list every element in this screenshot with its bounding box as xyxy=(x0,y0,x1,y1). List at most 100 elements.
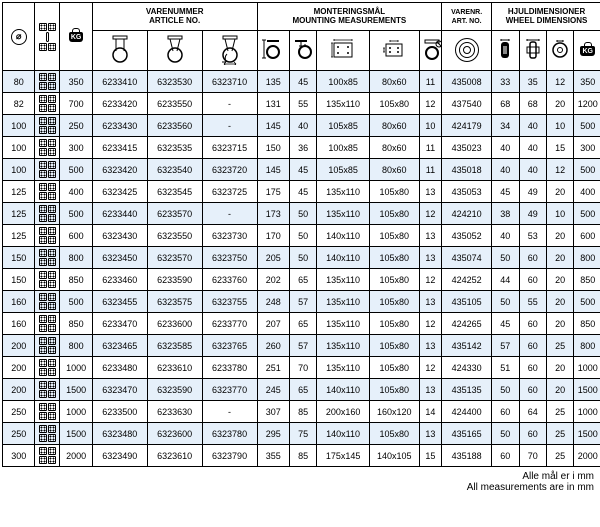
cell-kg: 500 xyxy=(60,291,92,313)
cell-kg: 500 xyxy=(60,203,92,225)
cell-m1: 248 xyxy=(257,291,289,313)
cell-a3: - xyxy=(202,115,257,137)
icon-height xyxy=(257,31,289,71)
cell-m4: 105x80 xyxy=(369,379,419,401)
cell-w2: 60 xyxy=(519,357,546,379)
cell-m3: 140x110 xyxy=(317,225,369,247)
cell-type xyxy=(35,379,60,401)
icon-offset xyxy=(289,31,316,71)
cell-type xyxy=(35,181,60,203)
cell-w3: 10 xyxy=(546,115,573,137)
cell-type xyxy=(35,225,60,247)
cell-m1: 251 xyxy=(257,357,289,379)
cell-m5: 13 xyxy=(419,247,442,269)
cell-type xyxy=(35,401,60,423)
cell-m1: 135 xyxy=(257,71,289,93)
cell-type xyxy=(35,335,60,357)
cell-a3: 6323780 xyxy=(202,423,257,445)
cell-an: 435018 xyxy=(442,159,492,181)
cell-m2: 70 xyxy=(289,357,316,379)
cell-w2: 40 xyxy=(519,115,546,137)
cell-a3: 6233760 xyxy=(202,269,257,291)
cell-m4: 105x80 xyxy=(369,335,419,357)
cell-dia: 125 xyxy=(3,225,35,247)
cell-m3: 100x85 xyxy=(317,71,369,93)
icon-bolt xyxy=(419,31,442,71)
table-row: 8270062334206233550-13155135x110105x8012… xyxy=(3,93,600,115)
icon-swivel-caster xyxy=(147,31,202,71)
cell-dia: 125 xyxy=(3,203,35,225)
table-row: 10050063234206323540632372014545105x8580… xyxy=(3,159,600,181)
cell-a2: 6233560 xyxy=(147,115,202,137)
cell-an: 435105 xyxy=(442,291,492,313)
cell-m2: 57 xyxy=(289,291,316,313)
cell-m2: 45 xyxy=(289,181,316,203)
table-row: 200100062334806233610623378025170135x110… xyxy=(3,357,600,379)
cell-kg: 2000 xyxy=(60,445,92,467)
cell-a2: 6233590 xyxy=(147,269,202,291)
cell-w2: 70 xyxy=(519,445,546,467)
cell-m3: 135x110 xyxy=(317,357,369,379)
cell-dia: 200 xyxy=(3,357,35,379)
cell-w2: 35 xyxy=(519,71,546,93)
cell-w4: 500 xyxy=(574,159,600,181)
cell-a2: 6233630 xyxy=(147,401,202,423)
cell-a3: 6323725 xyxy=(202,181,257,203)
cell-m4: 105x80 xyxy=(369,181,419,203)
cell-dia: 150 xyxy=(3,247,35,269)
cell-m4: 80x60 xyxy=(369,137,419,159)
cell-an: 435023 xyxy=(442,137,492,159)
cell-w1: 50 xyxy=(492,379,519,401)
icon-swivel-brake-caster xyxy=(202,31,257,71)
cell-m5: 13 xyxy=(419,335,442,357)
cell-m2: 50 xyxy=(289,225,316,247)
cell-w2: 40 xyxy=(519,159,546,181)
table-row: 20080063234656323585632376526057135x1101… xyxy=(3,335,600,357)
cell-m2: 65 xyxy=(289,269,316,291)
cell-m4: 105x80 xyxy=(369,269,419,291)
cell-an: 424330 xyxy=(442,357,492,379)
cell-type xyxy=(35,445,60,467)
cell-w2: 60 xyxy=(519,313,546,335)
cell-dia: 125 xyxy=(3,181,35,203)
cell-m4: 105x80 xyxy=(369,291,419,313)
cell-an: 424179 xyxy=(442,115,492,137)
cell-a3: 6323715 xyxy=(202,137,257,159)
cell-m4: 105x80 xyxy=(369,313,419,335)
cell-w2: 64 xyxy=(519,401,546,423)
cell-a2: 6323590 xyxy=(147,379,202,401)
cell-an: 435008 xyxy=(442,71,492,93)
cell-w1: 34 xyxy=(492,115,519,137)
cell-kg: 800 xyxy=(60,335,92,357)
cell-m1: 307 xyxy=(257,401,289,423)
cell-an: 435135 xyxy=(442,379,492,401)
cell-m5: 12 xyxy=(419,313,442,335)
cell-dia: 200 xyxy=(3,335,35,357)
cell-a2: 6233570 xyxy=(147,203,202,225)
cell-a1: 6323425 xyxy=(92,181,147,203)
cell-m5: 13 xyxy=(419,225,442,247)
cell-a1: 6233500 xyxy=(92,401,147,423)
cell-m2: 50 xyxy=(289,203,316,225)
cell-dia: 100 xyxy=(3,137,35,159)
cell-w1: 68 xyxy=(492,93,519,115)
cell-a3: 6323770 xyxy=(202,379,257,401)
cell-w3: 25 xyxy=(546,335,573,357)
cell-m3: 135x110 xyxy=(317,313,369,335)
col-capacity: KG xyxy=(60,3,92,71)
cell-w3: 20 xyxy=(546,291,573,313)
cell-m2: 50 xyxy=(289,247,316,269)
cell-dia: 100 xyxy=(3,115,35,137)
cell-w1: 40 xyxy=(492,137,519,159)
table-row: 8035062334106323530632371013545100x8580x… xyxy=(3,71,600,93)
cell-kg: 1500 xyxy=(60,379,92,401)
cell-w3: 12 xyxy=(546,159,573,181)
cell-type xyxy=(35,247,60,269)
icon-holes xyxy=(369,31,419,71)
cell-kg: 500 xyxy=(60,159,92,181)
cell-a2: 6233600 xyxy=(147,313,202,335)
cell-w1: 57 xyxy=(492,335,519,357)
cell-m5: 13 xyxy=(419,181,442,203)
cell-w1: 33 xyxy=(492,71,519,93)
cell-m5: 13 xyxy=(419,379,442,401)
